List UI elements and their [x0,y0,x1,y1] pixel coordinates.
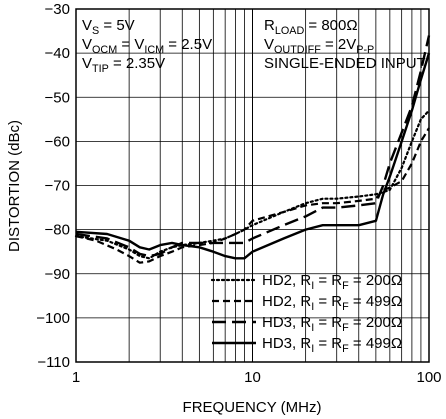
y-axis-label: DISTORTION (dBc) [6,120,23,252]
legend-entry: HD2, RI = RF = 499Ω [262,293,402,313]
grid-lines [76,8,429,363]
series-line-4 [75,52,431,260]
y-tick-label: −40 [45,45,70,62]
y-tick-label: −50 [45,89,70,106]
condition-right: VOUTDIFF = 2VP-P [264,36,374,56]
series-lines [74,35,431,264]
legend-entry: HD3, RI = RF = 499Ω [262,335,402,355]
y-tick-label: −30 [45,1,70,18]
condition-right: SINGLE-ENDED INPUT [264,55,426,72]
x-axis-label: FREQUENCY (MHz) [183,399,322,416]
series-line-2 [75,127,430,264]
y-tick-label: −60 [45,133,70,150]
x-tick-label: 1 [72,369,80,386]
condition-left: VOCM = VICM = 2.5V [82,36,212,56]
condition-left: VTIP = 2.35V [82,55,165,75]
y-tick-label: −100 [36,310,70,327]
series-line-1 [74,109,431,260]
legend-entry: HD3, RI = RF = 200Ω [262,314,402,334]
y-tick-label: −70 [45,178,70,195]
x-tick-label: 100 [416,369,441,386]
condition-right: RLOAD = 800Ω [264,17,358,37]
condition-left: VS = 5V [82,17,135,37]
legend-entry: HD2, RI = RF = 200Ω [262,272,402,292]
y-tick-label: −90 [45,266,70,283]
y-tick-label: −110 [37,354,70,371]
y-tick-label: −80 [45,222,70,239]
series-line-3 [75,35,431,258]
plot-frame [75,8,430,363]
x-tick-label: 10 [244,369,261,386]
